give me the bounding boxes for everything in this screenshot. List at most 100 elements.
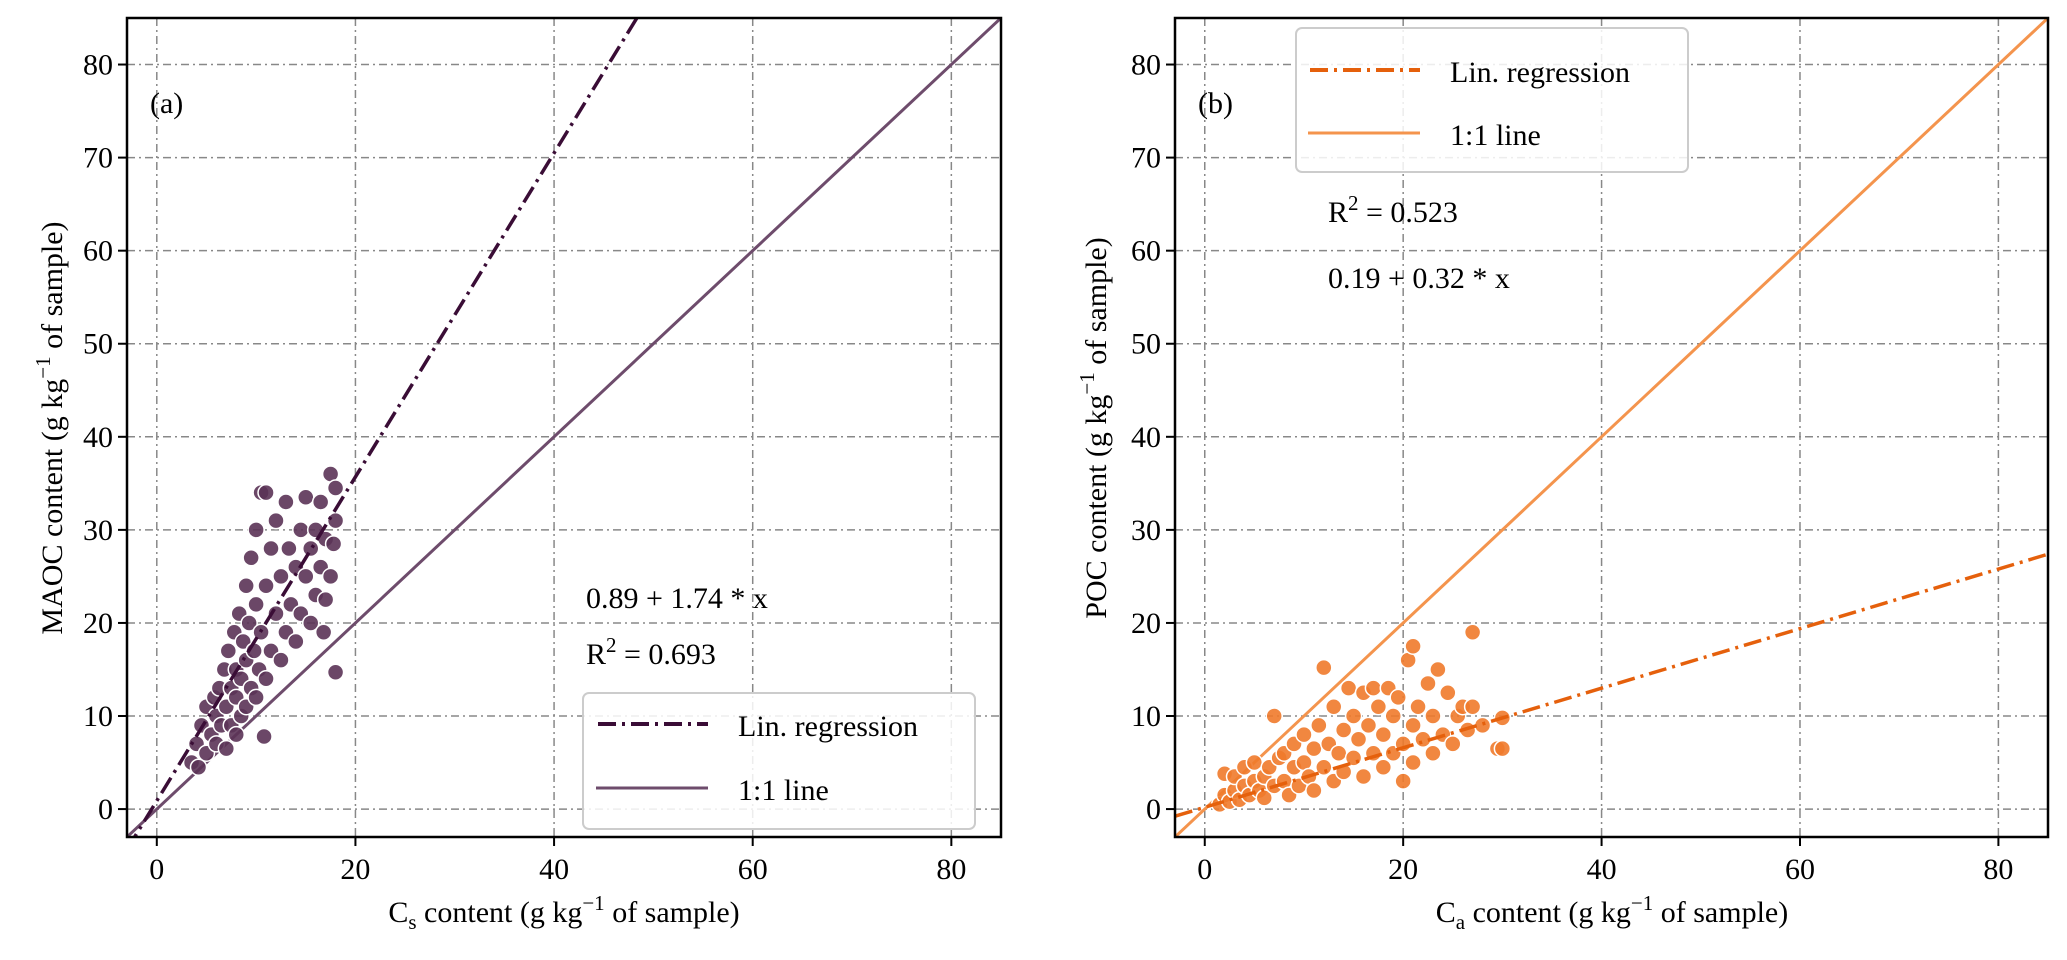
- data-point: [1404, 716, 1422, 735]
- y-tick-label: 50: [83, 328, 113, 361]
- data-point: [1339, 679, 1358, 697]
- identity-line: [127, 18, 1001, 837]
- data-point: [316, 590, 335, 609]
- r2-b: R2 = 0.523: [1328, 191, 1458, 229]
- data-point: [314, 623, 333, 641]
- points-b: [1210, 623, 1512, 814]
- data-point: [292, 521, 310, 539]
- data-point: [1315, 758, 1333, 776]
- y-tick-label: 30: [1131, 514, 1161, 547]
- legend-regression-label-a: Lin. regression: [738, 710, 918, 743]
- x-tick-label: 0: [1197, 853, 1212, 886]
- data-point: [301, 539, 320, 558]
- data-point: [1305, 781, 1323, 800]
- data-point: [217, 739, 236, 758]
- data-point: [297, 567, 315, 586]
- y-tick-label: 10: [83, 700, 113, 733]
- regression-line: [132, 18, 639, 837]
- legend-box-b: [1295, 27, 1689, 173]
- legend-a: Lin. regression 1:1 line: [582, 692, 976, 830]
- data-point: [189, 758, 208, 776]
- y-tick-label: 0: [1146, 793, 1161, 826]
- data-point: [1493, 739, 1512, 758]
- data-point: [280, 539, 298, 558]
- lines-b: [1175, 18, 2048, 837]
- data-point: [277, 493, 295, 511]
- data-point: [237, 576, 255, 595]
- x-tick-label: 80: [1983, 853, 2013, 886]
- panel-label-a: (a): [150, 87, 183, 120]
- data-point: [1404, 637, 1422, 655]
- y-tick-label: 10: [1131, 700, 1161, 733]
- data-point: [1429, 660, 1447, 679]
- data-point: [1389, 688, 1407, 707]
- data-point: [287, 632, 305, 651]
- data-point: [1334, 721, 1353, 739]
- data-point: [324, 535, 343, 553]
- y-tick-label: 30: [83, 514, 113, 547]
- y-tick-label: 70: [1131, 142, 1161, 175]
- r2-a: R2 = 0.693: [586, 633, 716, 671]
- data-point: [240, 614, 258, 632]
- x-tick-label: 20: [1388, 853, 1418, 886]
- y-tick-label: 80: [1131, 49, 1161, 82]
- data-point: [1409, 697, 1427, 716]
- panel-a: 0 20 40 60 80 0 10 20 30 40 50 60 70 80 (a) 0.89 + 1.…: [31, 16, 1003, 934]
- equation-b: 0.19 + 0.32 * x: [1328, 262, 1510, 295]
- data-point: [257, 670, 275, 688]
- data-point: [1324, 697, 1343, 716]
- axes-frame: [125, 16, 1003, 839]
- data-point: [1305, 739, 1323, 758]
- legend-regression-label-b: Lin. regression: [1450, 56, 1630, 89]
- data-point: [301, 614, 320, 632]
- data-point: [321, 567, 340, 586]
- x-axis-label-a: Cs content (g kg−1 of sample): [388, 891, 739, 934]
- data-point: [1424, 707, 1442, 725]
- grid-a: [127, 18, 1001, 837]
- y-tick-label: 60: [83, 235, 113, 268]
- data-point: [1354, 767, 1373, 786]
- axes-b: 0 20 40 60 80 0 10 20 30 40 50 60 70 80: [1131, 16, 2050, 886]
- data-point: [1344, 707, 1363, 725]
- points-a: [182, 465, 345, 776]
- regression-line: [1175, 552, 2048, 818]
- y-axis-label-a: MAOC content (g kg−1 of sample): [31, 221, 69, 634]
- grid-b: [1175, 18, 2048, 837]
- y-tick-label: 0: [98, 793, 113, 826]
- legend-identity-label-b: 1:1 line: [1450, 119, 1541, 152]
- data-point: [1369, 697, 1388, 716]
- data-point: [1419, 674, 1437, 693]
- data-point: [297, 488, 315, 507]
- data-point: [257, 576, 275, 595]
- data-point: [1374, 725, 1393, 744]
- y-tick-label: 20: [1131, 607, 1161, 640]
- data-point: [1265, 707, 1283, 725]
- y-tick-label: 40: [1131, 421, 1161, 454]
- data-point: [1364, 679, 1383, 697]
- data-point: [326, 511, 345, 530]
- data-point: [1439, 683, 1457, 702]
- data-point: [272, 651, 290, 669]
- data-point: [219, 642, 238, 660]
- data-point: [1473, 716, 1492, 735]
- axes-frame: [1173, 16, 2050, 839]
- data-point: [272, 567, 290, 586]
- data-point: [1384, 707, 1402, 725]
- data-point: [1444, 735, 1462, 753]
- data-point: [267, 604, 285, 623]
- legend-b: Lin. regression 1:1 line: [1295, 27, 1689, 173]
- data-point: [257, 483, 275, 502]
- data-point: [326, 663, 345, 682]
- y-axis-label-b: POC content (g kg−1 of sample): [1075, 237, 1113, 618]
- x-tick-label: 60: [738, 853, 768, 886]
- data-point: [1315, 658, 1333, 677]
- panel-b: 0 20 40 60 80 0 10 20 30 40 50 60 70 80 (b) Lin. regr…: [1075, 16, 2050, 934]
- data-point: [1310, 716, 1328, 735]
- y-tick-label: 40: [83, 421, 113, 454]
- x-tick-label: 40: [539, 853, 569, 886]
- data-point: [1359, 716, 1378, 735]
- data-point: [247, 595, 265, 614]
- x-axis-label-b: Ca content (g kg−1 of sample): [1436, 891, 1788, 934]
- data-point: [247, 688, 265, 707]
